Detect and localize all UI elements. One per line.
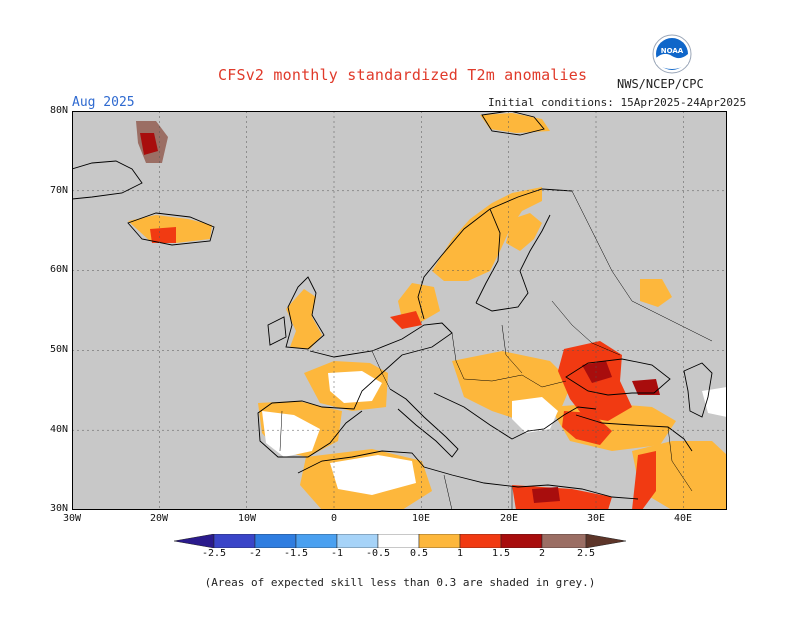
colorbar-swatch-above-2.5 [585,534,626,548]
egypt-strong-region [532,487,560,503]
colorbar-label-neg-0.5: -0.5 [365,548,391,559]
country-borders [279,190,713,510]
colorbar-label-2: 2 [538,548,546,559]
lon-label-0: 0 [330,513,338,524]
uk-warm-region [286,289,322,349]
svalbard-coastline [481,111,545,136]
iceland-coastline [127,212,215,246]
norway-coastline [417,188,573,320]
greenland-coastline [72,160,143,200]
baltic-coast [475,214,551,312]
lon-label-10e: 10E [411,513,431,524]
scandinavia-warm-region [432,187,542,281]
svalbard-warm-region [480,113,550,133]
anomaly-fill [128,113,727,510]
map-title: CFSv2 monthly standardized T2m anomalies [218,66,588,84]
sweden-finland-border [475,208,501,304]
lon-label-10w: 10W [237,513,257,524]
greenland-strong-region [140,133,158,155]
map-background [72,111,727,510]
agency-label: NWS/NCEP/CPC [617,77,704,91]
color-scale-bar [174,534,626,548]
border-spain-portugal [279,410,283,452]
colorbar-label-1: 1 [456,548,464,559]
lat-label-50n: 50N [49,344,68,355]
border-balkans [463,374,567,388]
border-poland-ukraine [501,324,523,374]
border-middle-east [667,426,693,492]
colorbar-label-0.5: 0.5 [409,548,429,559]
caspian-coastline [683,362,713,418]
noaa-logo: NOAA [652,34,692,74]
colorbar-label-neg-2.5: -2.5 [201,548,227,559]
anatolia-coastline [575,414,693,452]
colorbar-label-2.5: 2.5 [576,548,596,559]
lon-label-30w: 30W [62,513,82,524]
iberia-neutral-region [262,411,320,457]
greece-neutral-region [512,397,558,433]
britain-coastline [285,276,325,350]
border-germany-poland [451,332,465,380]
france-neutral-region [328,371,382,403]
ireland-coastline [267,316,287,346]
baltic-hot-region [390,311,422,329]
romania-strong-region [582,361,612,383]
colorbar-label-1.5: 1.5 [491,548,511,559]
map-frame [72,111,727,510]
border-france-germany [371,350,391,390]
graticule [72,111,727,510]
border-russia-east [571,190,713,342]
colorbar-label-neg-1.5: -1.5 [283,548,309,559]
iceland-hot-region [150,227,176,243]
balkan-coastline [433,392,597,440]
colorbar-swatch-neutral [377,534,420,548]
forecast-month: Aug 2025 [72,95,135,110]
lat-label-70n: 70N [49,185,68,196]
lon-label-20w: 20W [149,513,169,524]
finland-warm-region [506,213,542,251]
colorbar-swatch-0.5-to-1 [418,534,461,548]
colorbar-swatch-2-to-2.5 [541,534,587,548]
colorbar-swatch-neg-1-to-0.5 [336,534,379,548]
levant-hot-region [632,451,656,510]
lat-label-40n: 40N [49,424,68,435]
colorbar-swatch-1-to-1.5 [459,534,502,548]
colorbar-swatch-neg-2-to-1.5 [254,534,297,548]
lon-label-30e: 30E [586,513,606,524]
lon-label-40e: 40E [673,513,693,524]
caucasus-strong-region [632,379,660,395]
russia-warm-region [640,279,672,307]
colorbar-swatch-below-2.5 [174,534,215,548]
lat-label-60n: 60N [49,264,68,275]
colorbar-label-neg-2: -2 [248,548,262,559]
aegean-hot-region [562,411,612,445]
lat-label-80n: 80N [49,105,68,116]
skill-footnote: (Areas of expected skill less than 0.3 a… [204,576,596,589]
colorbar-swatch-neg-2.5-to-2 [213,534,256,548]
anomaly-map [72,111,727,510]
border-algeria-libya [443,474,453,510]
algeria-neutral-region [330,455,416,495]
continental-coast [257,322,453,458]
lat-label-30n: 30N [49,503,68,514]
colorbar-swatch-1.5-to-2 [500,534,543,548]
border-ukraine-russia [551,300,621,356]
colorbar-swatch-neg-1.5-to-1 [295,534,338,548]
lon-label-20e: 20E [499,513,519,524]
initial-conditions-label: Initial conditions: 15Apr2025-24Apr2025 [488,96,747,109]
noaa-logo-text: NOAA [661,47,684,55]
black-sea-coastline [565,358,671,396]
north-africa-coastline [297,450,639,500]
colorbar-label-neg-1: -1 [330,548,344,559]
